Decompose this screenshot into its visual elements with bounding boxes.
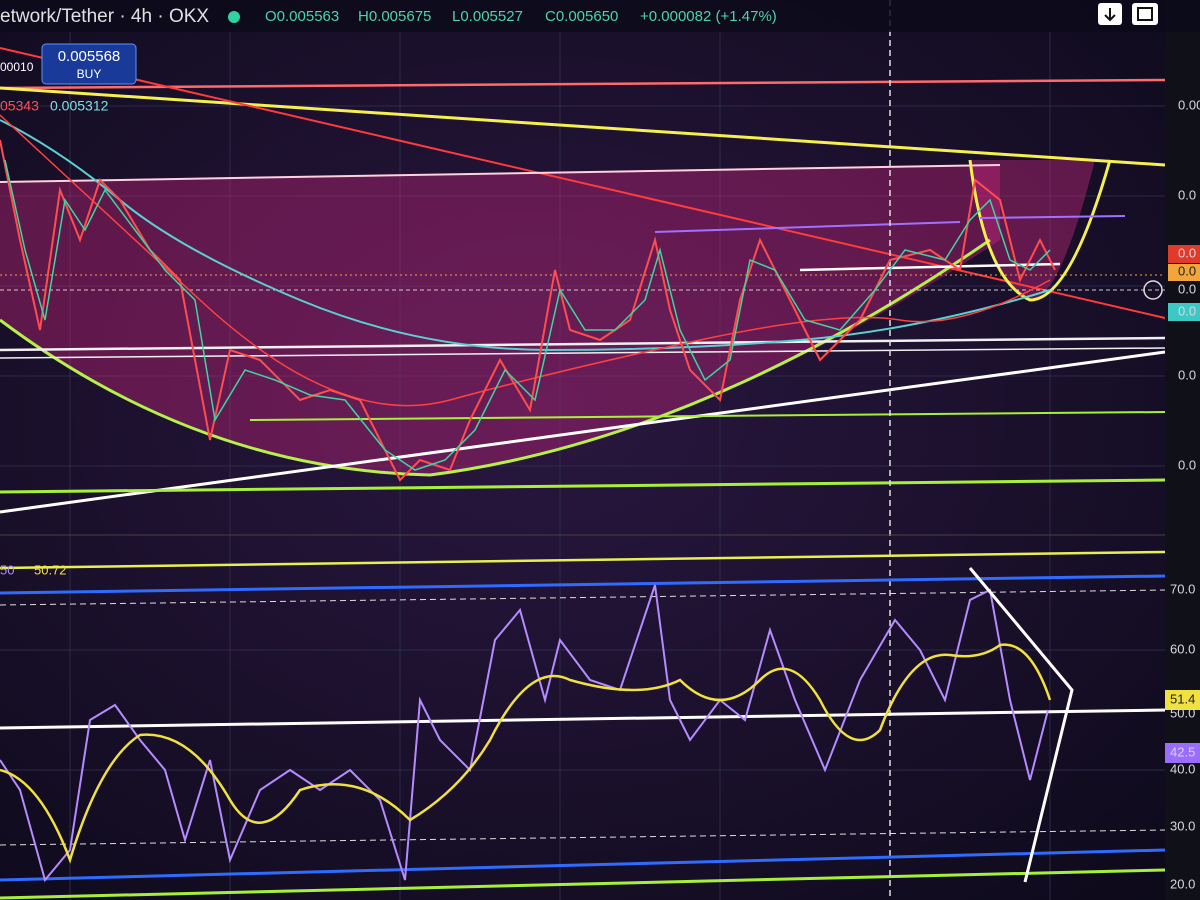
rsi-length: 50 xyxy=(0,562,14,577)
price-path xyxy=(0,139,1056,482)
ma-teal-label: 0.005312 xyxy=(50,98,109,114)
header-bar xyxy=(0,0,1200,32)
support-line xyxy=(0,336,1166,352)
rsi-line xyxy=(0,584,1049,883)
price-tick: 0.0 xyxy=(1178,367,1196,382)
rsi-value: 50.72 xyxy=(34,562,67,577)
channel-fill xyxy=(0,165,1000,475)
grid xyxy=(0,30,1165,900)
resistance-line xyxy=(0,78,1166,90)
rsi-tick: 30.0 xyxy=(1170,818,1195,833)
price-tick: 0.0 xyxy=(1178,281,1196,296)
price-path xyxy=(4,159,1051,471)
green-level xyxy=(0,478,1166,494)
price-tick: 0.0 xyxy=(1178,457,1196,472)
buy-price: 0.005568 xyxy=(58,48,121,65)
ohlc-low: L0.005527 xyxy=(452,8,523,25)
symbol: etwork/Tether · 4h · OKX xyxy=(0,6,209,27)
price-tick: 0.0 xyxy=(1178,303,1196,318)
rsi-band xyxy=(0,589,1166,606)
ohlc-open: O0.005563 xyxy=(265,8,339,25)
ohlc-high: H0.005675 xyxy=(358,8,431,25)
rsi-mid xyxy=(0,708,1166,730)
range-line xyxy=(654,221,961,233)
ohlc-change: +0.000082 (+1.47%) xyxy=(640,8,777,25)
status-dot xyxy=(228,11,240,23)
rsi-band xyxy=(0,829,1166,846)
axis-tag xyxy=(1168,245,1200,263)
price-tick: 0.00 xyxy=(1178,97,1200,112)
green-level xyxy=(249,411,1166,421)
add-button[interactable] xyxy=(1143,280,1163,300)
rsi-level xyxy=(0,550,1166,570)
rsi-tick: 60.0 xyxy=(1170,641,1195,656)
axis-tag xyxy=(1168,303,1200,321)
rsi-tick: 42.5 xyxy=(1170,744,1195,759)
axis-tag xyxy=(1168,264,1200,281)
buy-label: BUY xyxy=(77,67,102,81)
rising-line xyxy=(0,350,1166,514)
axis-tag xyxy=(1165,743,1200,763)
rsi-level xyxy=(0,574,1166,595)
ohlc-close: C0.005650 xyxy=(545,8,618,25)
down-trend-line xyxy=(0,47,1166,319)
fullscreen-button[interactable] xyxy=(1132,3,1158,25)
rsi-level xyxy=(0,848,1166,882)
axis-tag xyxy=(1165,690,1200,710)
drawn-arrow xyxy=(968,567,1074,883)
price-tick: 0.0 xyxy=(1178,245,1196,260)
overlay-label: 00010 xyxy=(0,60,34,74)
rsi-tick: 50.0 xyxy=(1170,705,1195,720)
buy-button[interactable] xyxy=(41,43,137,85)
price-tick: 0.0 xyxy=(1178,187,1196,202)
rsi-tick: 70.0 xyxy=(1170,581,1195,596)
cup-curve xyxy=(0,238,991,477)
handle-curve xyxy=(968,159,1112,302)
rsi-tick: 40.0 xyxy=(1170,761,1195,776)
rsi-tick: 51.4 xyxy=(1170,691,1195,706)
download-icon xyxy=(1104,8,1116,22)
ma-red-label: 05343 xyxy=(0,98,39,114)
rsi-ma xyxy=(0,643,1052,864)
rsi-tick: 20.0 xyxy=(1170,876,1195,891)
rsi-level xyxy=(0,868,1166,900)
price-tick: 0.0 xyxy=(1178,263,1196,278)
fullscreen-icon xyxy=(1137,7,1153,21)
trend-line xyxy=(0,86,1166,167)
channel-top xyxy=(0,164,1001,183)
